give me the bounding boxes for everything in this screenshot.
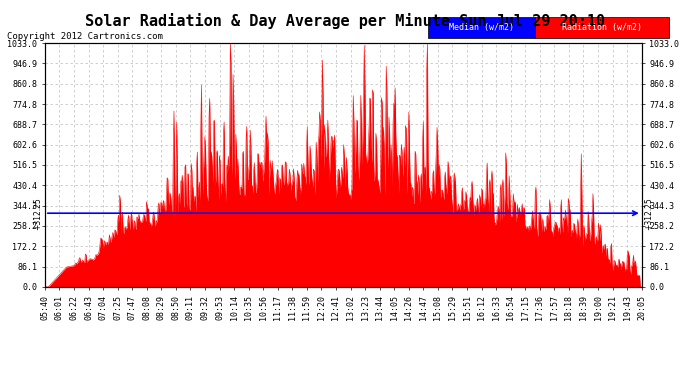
Text: +312.25: +312.25 — [644, 197, 653, 230]
Text: Solar Radiation & Day Average per Minute Sun Jul 29 20:10: Solar Radiation & Day Average per Minute… — [85, 13, 605, 29]
Text: Copyright 2012 Cartronics.com: Copyright 2012 Cartronics.com — [7, 32, 163, 41]
Text: Radiation (w/m2): Radiation (w/m2) — [562, 22, 642, 32]
Text: Median (w/m2): Median (w/m2) — [448, 22, 514, 32]
Text: +312.25: +312.25 — [33, 197, 42, 230]
